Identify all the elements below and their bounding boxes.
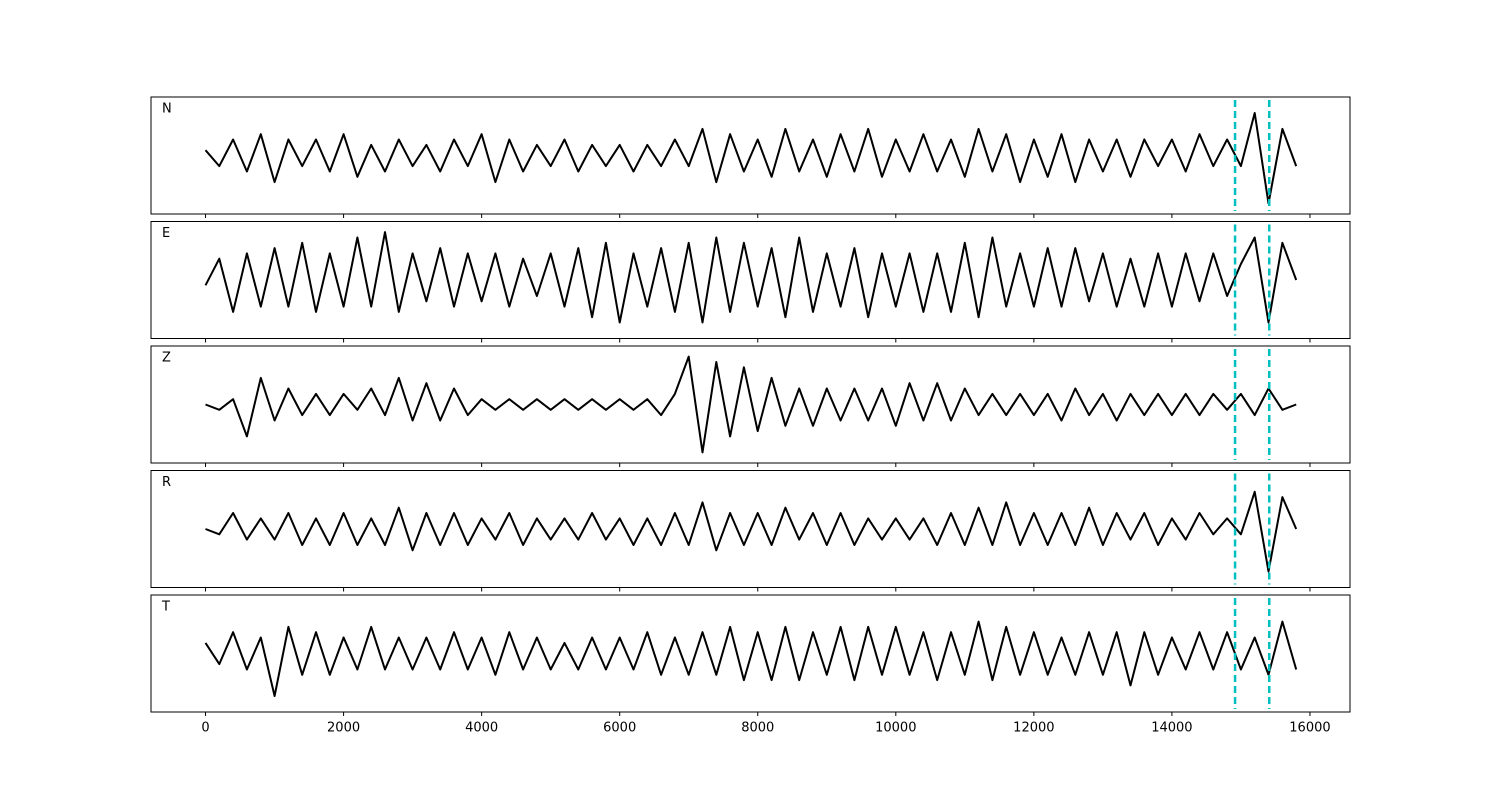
waveform xyxy=(204,620,1298,697)
x-tick-label: 4000 xyxy=(465,721,498,736)
panel-frame xyxy=(150,594,1351,713)
x-tick-label: 6000 xyxy=(603,721,636,736)
panel-frame xyxy=(150,96,1351,215)
panel-frame xyxy=(150,221,1351,339)
waveform xyxy=(204,112,1298,205)
panel-frame xyxy=(150,345,1351,464)
channel-label: E xyxy=(162,226,170,241)
x-tick-label: 10000 xyxy=(875,721,916,736)
channel-label: R xyxy=(162,475,171,490)
x-tick-label: 14000 xyxy=(1151,721,1192,736)
waveform xyxy=(204,231,1298,324)
channel-label: T xyxy=(161,600,170,615)
x-tick-label: 2000 xyxy=(327,721,360,736)
waveform xyxy=(205,355,1297,454)
x-tick-label: 16000 xyxy=(1289,721,1330,736)
panel-frame xyxy=(150,470,1351,588)
x-tick-label: 12000 xyxy=(1013,721,1054,736)
x-tick-label: 0 xyxy=(201,721,209,736)
channel-label: Z xyxy=(162,351,171,366)
x-tick-label: 8000 xyxy=(741,721,774,736)
channel-label: N xyxy=(162,102,172,117)
waveform xyxy=(205,490,1298,573)
